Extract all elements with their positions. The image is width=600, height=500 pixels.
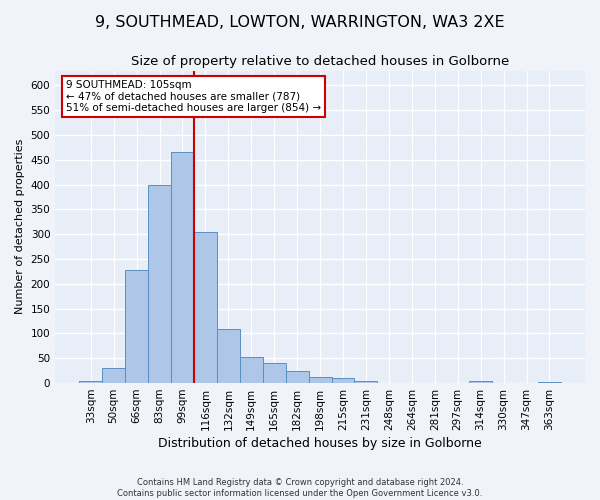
Text: Contains HM Land Registry data © Crown copyright and database right 2024.
Contai: Contains HM Land Registry data © Crown c… (118, 478, 482, 498)
Y-axis label: Number of detached properties: Number of detached properties (15, 139, 25, 314)
Bar (148, 184, 171, 383)
Bar (125, 270, 148, 383)
Bar (538, 382, 561, 383)
X-axis label: Distribution of detached houses by size in Golborne: Distribution of detached houses by size … (158, 437, 482, 450)
Bar (240, 357, 263, 383)
Bar (332, 378, 355, 383)
Title: Size of property relative to detached houses in Golborne: Size of property relative to detached ho… (131, 55, 509, 68)
Bar (469, 380, 492, 383)
Bar (171, 152, 194, 383)
Bar (355, 381, 377, 383)
Bar (217, 328, 240, 383)
Text: 9 SOUTHMEAD: 105sqm
← 47% of detached houses are smaller (787)
51% of semi-detac: 9 SOUTHMEAD: 105sqm ← 47% of detached ho… (66, 80, 321, 113)
Bar (102, 368, 125, 383)
Text: 9, SOUTHMEAD, LOWTON, WARRINGTON, WA3 2XE: 9, SOUTHMEAD, LOWTON, WARRINGTON, WA3 2X… (95, 15, 505, 30)
Bar (263, 363, 286, 383)
Bar (308, 377, 332, 383)
Bar (286, 370, 308, 383)
Bar (194, 232, 217, 383)
Bar (79, 380, 102, 383)
